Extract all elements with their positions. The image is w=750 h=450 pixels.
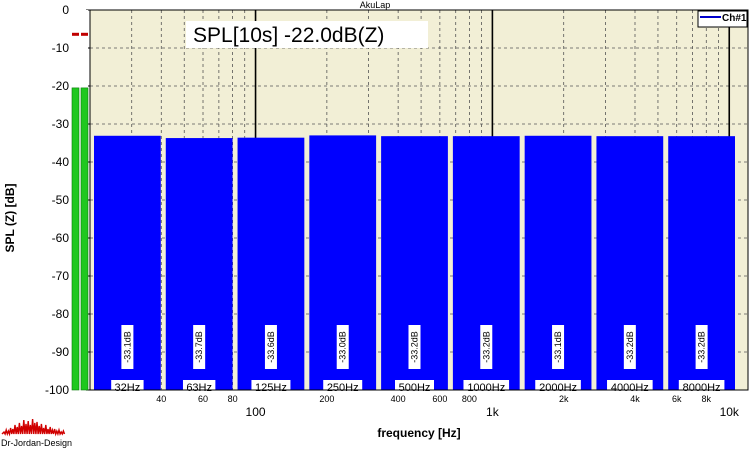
x-minor-tick-label: 40 xyxy=(156,394,166,404)
bar-value-label: -33.1dB xyxy=(553,331,563,363)
y-tick-label: -40 xyxy=(52,155,70,169)
meter-bar-left xyxy=(71,87,80,391)
bar-value-label: -33.6dB xyxy=(266,331,276,363)
meter-bar-right xyxy=(80,87,89,391)
y-tick-label: -20 xyxy=(52,79,70,93)
y-axis-title: SPL (Z) [dB] xyxy=(3,183,17,252)
value-label-background xyxy=(480,325,493,369)
y-tick-label: -10 xyxy=(52,41,70,55)
y-tick-label: 0 xyxy=(62,3,69,17)
legend-label: Ch#1 xyxy=(722,13,747,24)
value-label-background xyxy=(623,325,636,369)
x-minor-tick-label: 4k xyxy=(630,394,640,404)
x-minor-tick-label: 80 xyxy=(228,394,238,404)
bar-value-label: -33.2dB xyxy=(481,331,491,363)
band-labels: 32Hz -33.1dB 63Hz -33.7dB 125Hz -33.6dB 250Hz -… xyxy=(111,325,725,394)
y-tick-label: -100 xyxy=(45,383,69,397)
y-tick-label: -90 xyxy=(52,345,70,359)
band-label: 125Hz xyxy=(255,382,287,394)
x-minor-tick-label: 60 xyxy=(198,394,208,404)
logo-waveform-icon xyxy=(1,418,66,437)
y-tick-label: -50 xyxy=(52,193,70,207)
bar-value-label: -33.1dB xyxy=(122,331,132,363)
y-axis-ticks: 0 -10 -20 -30 -40 -50 -60 -70 -80 -90 -100 xyxy=(45,3,90,397)
app-title: AkuLap xyxy=(360,0,391,10)
y-tick-label: -70 xyxy=(52,269,70,283)
x-minor-tick-label: 800 xyxy=(462,394,477,404)
brand-logo: Dr-Jordan-Design xyxy=(1,418,72,448)
y-tick-label: -60 xyxy=(52,231,70,245)
band-label: 2000Hz xyxy=(539,382,577,394)
plot-frame xyxy=(89,9,749,391)
value-label-background xyxy=(121,325,134,369)
readout-background xyxy=(186,21,428,48)
logo-text: Dr-Jordan-Design xyxy=(1,438,72,448)
value-label-background xyxy=(408,325,421,369)
band-label: 4000Hz xyxy=(611,382,649,394)
meter-peak-right xyxy=(81,32,88,36)
value-label-background xyxy=(193,325,206,369)
meter-peak-left xyxy=(72,32,79,36)
bar-value-label: -33.2dB xyxy=(625,331,635,363)
legend[interactable]: Ch#1 xyxy=(697,10,748,28)
y-tick-label: -80 xyxy=(52,307,70,321)
value-label-background xyxy=(552,325,565,369)
x-axis-ticks: 40 60 80 200 400 600 800 2k 4k 6k 8k 100 1k 10k xyxy=(156,394,740,419)
band-label: 1000Hz xyxy=(467,382,505,394)
x-major-tick-label: 100 xyxy=(246,405,266,419)
x-major-tick-label: 1k xyxy=(486,405,500,419)
band-label: 32Hz xyxy=(115,382,141,394)
spl-readout: SPL[10s] -22.0dB(Z) xyxy=(193,24,384,47)
x-major-tick-label: 10k xyxy=(720,405,740,419)
value-label-background xyxy=(264,325,277,369)
band-label: 8000Hz xyxy=(683,382,721,394)
bar-value-label: -33.7dB xyxy=(194,331,204,363)
y-tick-label: -30 xyxy=(52,117,70,131)
x-minor-tick-label: 600 xyxy=(432,394,447,404)
x-minor-tick-label: 2k xyxy=(559,394,569,404)
x-axis-title: frequency [Hz] xyxy=(377,426,460,440)
bar-value-label: -33.2dB xyxy=(410,331,420,363)
level-meter xyxy=(71,10,89,391)
x-minor-tick-label: 400 xyxy=(391,394,406,404)
x-minor-tick-label: 8k xyxy=(702,394,712,404)
bar-value-label: -33.0dB xyxy=(338,331,348,363)
x-minor-tick-label: 6k xyxy=(672,394,682,404)
band-label: 63Hz xyxy=(186,382,212,394)
band-label: 500Hz xyxy=(399,382,431,394)
band-label: 250Hz xyxy=(327,382,359,394)
x-minor-tick-label: 200 xyxy=(319,394,334,404)
bar-value-label: -33.2dB xyxy=(697,331,707,363)
value-label-background xyxy=(336,325,349,369)
value-label-background xyxy=(695,325,708,369)
